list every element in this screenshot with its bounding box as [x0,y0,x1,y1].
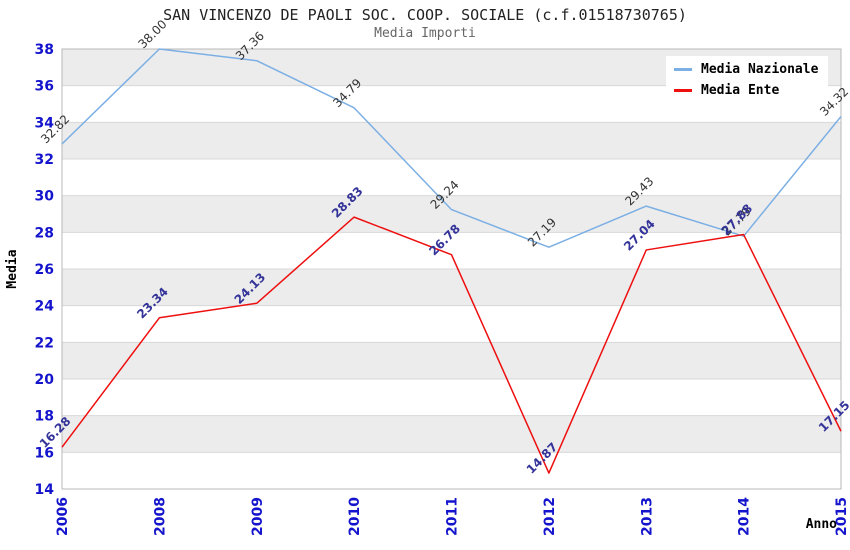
plot-band [62,269,841,306]
y-tick-label: 30 [35,189,55,205]
x-tick-label: 2012 [542,497,558,536]
plot-band [62,342,841,379]
x-axis-title: Anno [806,517,837,532]
y-axis-title: Media [5,249,20,288]
legend-label-media-ente: Media Ente [701,83,780,98]
media-ente-line-swatch [674,89,692,92]
y-tick-label: 18 [35,409,54,425]
x-tick-label: 2010 [347,497,363,536]
x-tick-label: 2008 [152,497,168,536]
y-tick-label: 38 [35,42,54,58]
chart-title: SAN VINCENZO DE PAOLI SOC. COOP. SOCIALE… [163,6,687,24]
chart-subtitle: Media Importi [374,26,476,41]
x-tick-label: 2009 [250,497,266,536]
legend-label-media-nazionale: Media Nazionale [701,62,819,77]
x-tick-label: 2014 [737,497,753,536]
y-tick-label: 24 [35,299,55,315]
series-line-media-nazionale [61,48,842,248]
series-line-media-ente [61,216,842,474]
x-tick-label: 2011 [445,497,461,536]
point-label: 38.00 [135,17,169,51]
y-tick-label: 36 [35,79,54,95]
y-tick-label: 34 [35,115,55,131]
media-nazionale-line-swatch [674,68,692,71]
legend-item-media-nazionale: Media Nazionale [674,62,818,77]
x-tick-label: 2015 [834,497,850,536]
y-tick-label: 14 [35,482,55,498]
plot-border [61,48,842,490]
x-tick-label: 2013 [639,497,655,536]
y-tick-label: 20 [35,372,55,388]
y-tick-label: 32 [35,152,54,168]
plot-band [62,415,841,453]
plot-band [62,122,841,159]
y-tick-label: 16 [35,445,54,461]
legend: Media Nazionale Media Ente [666,56,829,104]
y-tick-label: 22 [35,335,54,351]
y-tick-label: 28 [35,225,54,241]
y-tick-label: 26 [35,262,54,278]
x-tick-label: 2006 [55,497,71,536]
legend-item-media-ente: Media Ente [674,83,818,98]
